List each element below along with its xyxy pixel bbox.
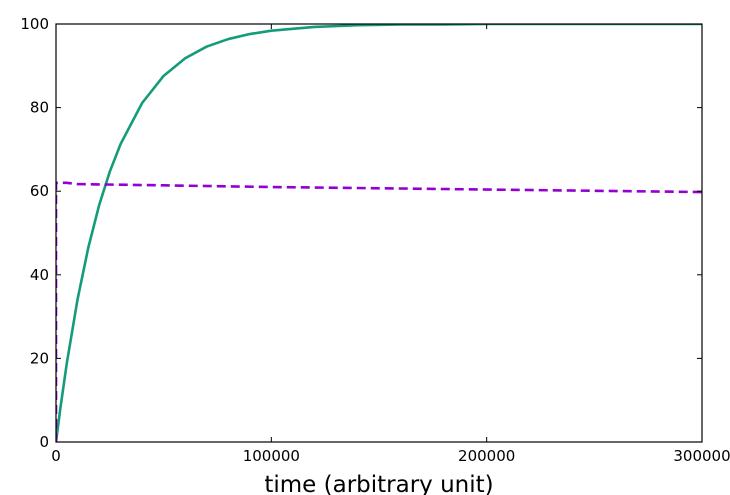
- x-tick-label: 100000: [243, 447, 300, 465]
- x-tick-label: 200000: [458, 447, 515, 465]
- series-line-2: [56, 181, 702, 442]
- x-tick-label: 0: [51, 447, 61, 465]
- y-tick-label: 0: [39, 433, 49, 451]
- y-tick-label: 20: [30, 349, 49, 367]
- y-tick-label: 80: [30, 99, 49, 117]
- y-tick-label: 60: [30, 182, 49, 200]
- ticks-layer: 0 100000 200000 300000 0 20 40 60 80 100: [20, 15, 730, 465]
- y-tick-label: 40: [30, 266, 49, 284]
- plot-background: [56, 24, 702, 442]
- y-tick-label: 100: [20, 15, 49, 33]
- plot-frame: [55, 23, 703, 443]
- x-tick-label: 300000: [673, 447, 730, 465]
- x-axis-label: time (arbitrary unit): [264, 472, 493, 495]
